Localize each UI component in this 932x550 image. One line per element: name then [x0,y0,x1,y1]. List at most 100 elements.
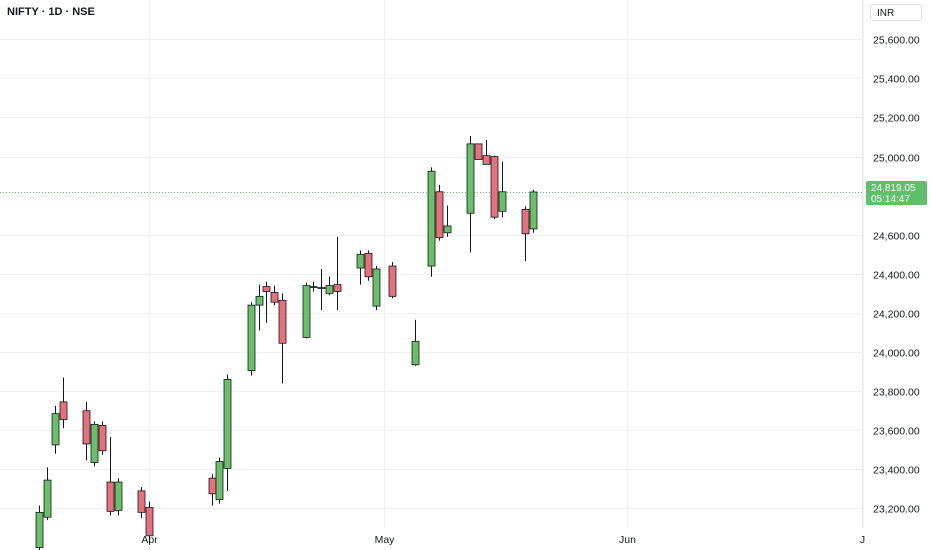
bar-countdown: 05:14:47 [871,194,910,205]
candle-body [208,477,217,495]
candle-up [372,266,381,311]
candle-body [498,191,507,212]
candle-body [59,401,68,420]
candle-up [43,467,52,521]
candle-down [82,401,91,461]
price-tick-label: 24,000.00 [873,348,920,360]
candle-up [247,302,256,376]
time-tick-label: May [375,534,396,546]
candle-body [114,481,123,511]
price-tick-label: 23,400.00 [873,465,920,477]
candle-body [309,286,318,288]
candle-body [255,295,264,306]
candle-up [255,284,264,331]
candle-body [43,479,52,518]
candle-down [474,143,483,160]
candle-body [270,292,279,303]
time-axis[interactable]: Apr May Jun J [141,534,865,546]
candle-body [223,379,232,469]
candle-up [114,478,123,516]
candle-body [474,143,483,160]
candle-body [388,265,397,297]
candle-down [482,139,491,165]
price-axis[interactable]: 25,600.00 25,400.00 25,200.00 25,000.00 24,8… [873,35,920,516]
candle-body [215,461,224,501]
candle-body [435,191,444,239]
candle-up [51,405,60,454]
candle-up [325,276,334,296]
candle-body [35,511,44,548]
candle-down [364,250,373,281]
candle-up [411,319,420,366]
candle-body [82,410,91,445]
candle-up [302,282,311,339]
candle-down [98,421,107,455]
candle-down [106,437,115,516]
price-tick-label: 25,400.00 [873,74,920,86]
candle-body [490,156,499,218]
candle-up [443,205,452,237]
candle-body [356,253,365,269]
candles-group [35,136,538,550]
price-tick-label: 25,600.00 [873,35,920,47]
candle-body [325,285,334,294]
candle-body [137,490,146,513]
candle-down [145,501,154,544]
candle-body [247,304,256,372]
candle-body [521,208,530,235]
price-tick-label: 24,600.00 [873,231,920,243]
symbol-title[interactable]: NIFTY · 1D · NSE [7,6,95,18]
candle-body [372,268,381,307]
candle-down [137,486,146,519]
candle-body [106,481,115,512]
candle-body [145,507,154,537]
candle-body [427,170,436,267]
candle-up [427,167,436,277]
candle-down [388,262,397,299]
candle-up [223,374,232,491]
candle-down [521,206,530,262]
candle-body [529,191,538,230]
candle-down [208,474,217,506]
candle-body [262,286,271,292]
price-tick-label: 25,200.00 [873,113,920,125]
price-tick-label: 23,200.00 [873,504,920,516]
price-tick-label: 23,800.00 [873,387,920,399]
last-price-tag: 24,819.05 05:14:47 [866,181,927,205]
candle-body [90,423,99,463]
candle-body [317,287,326,289]
candle-body [443,225,452,234]
candle-down [490,155,499,220]
candle-down [278,293,287,384]
candle-body [411,340,420,366]
candle-body [482,155,491,165]
candle-body [278,299,287,344]
candle-down [333,236,342,311]
candle-body [466,143,475,214]
candle-up [215,457,224,504]
candle-up [498,161,507,218]
candle-body [333,284,342,292]
candle-body [51,413,60,446]
candle-up [529,189,538,233]
candle-up [466,136,475,253]
candle-up [35,505,44,550]
currency-selector[interactable]: INR [870,4,922,21]
candle-down [270,285,279,306]
candle-up [309,281,318,292]
time-tick-label: J [860,534,865,546]
candle-down [59,377,68,429]
price-tick-label: 24,400.00 [873,270,920,282]
price-tick-label: 24,200.00 [873,309,920,321]
candle-up [356,250,365,285]
candle-body [302,285,311,338]
candle-down [262,281,271,323]
candle-down [317,268,326,311]
price-tick-label: 25,000.00 [873,153,920,165]
time-tick-label: Jun [619,534,636,546]
candle-down [435,184,444,241]
last-price-value: 24,819.05 [871,183,916,194]
candle-up [90,421,99,467]
